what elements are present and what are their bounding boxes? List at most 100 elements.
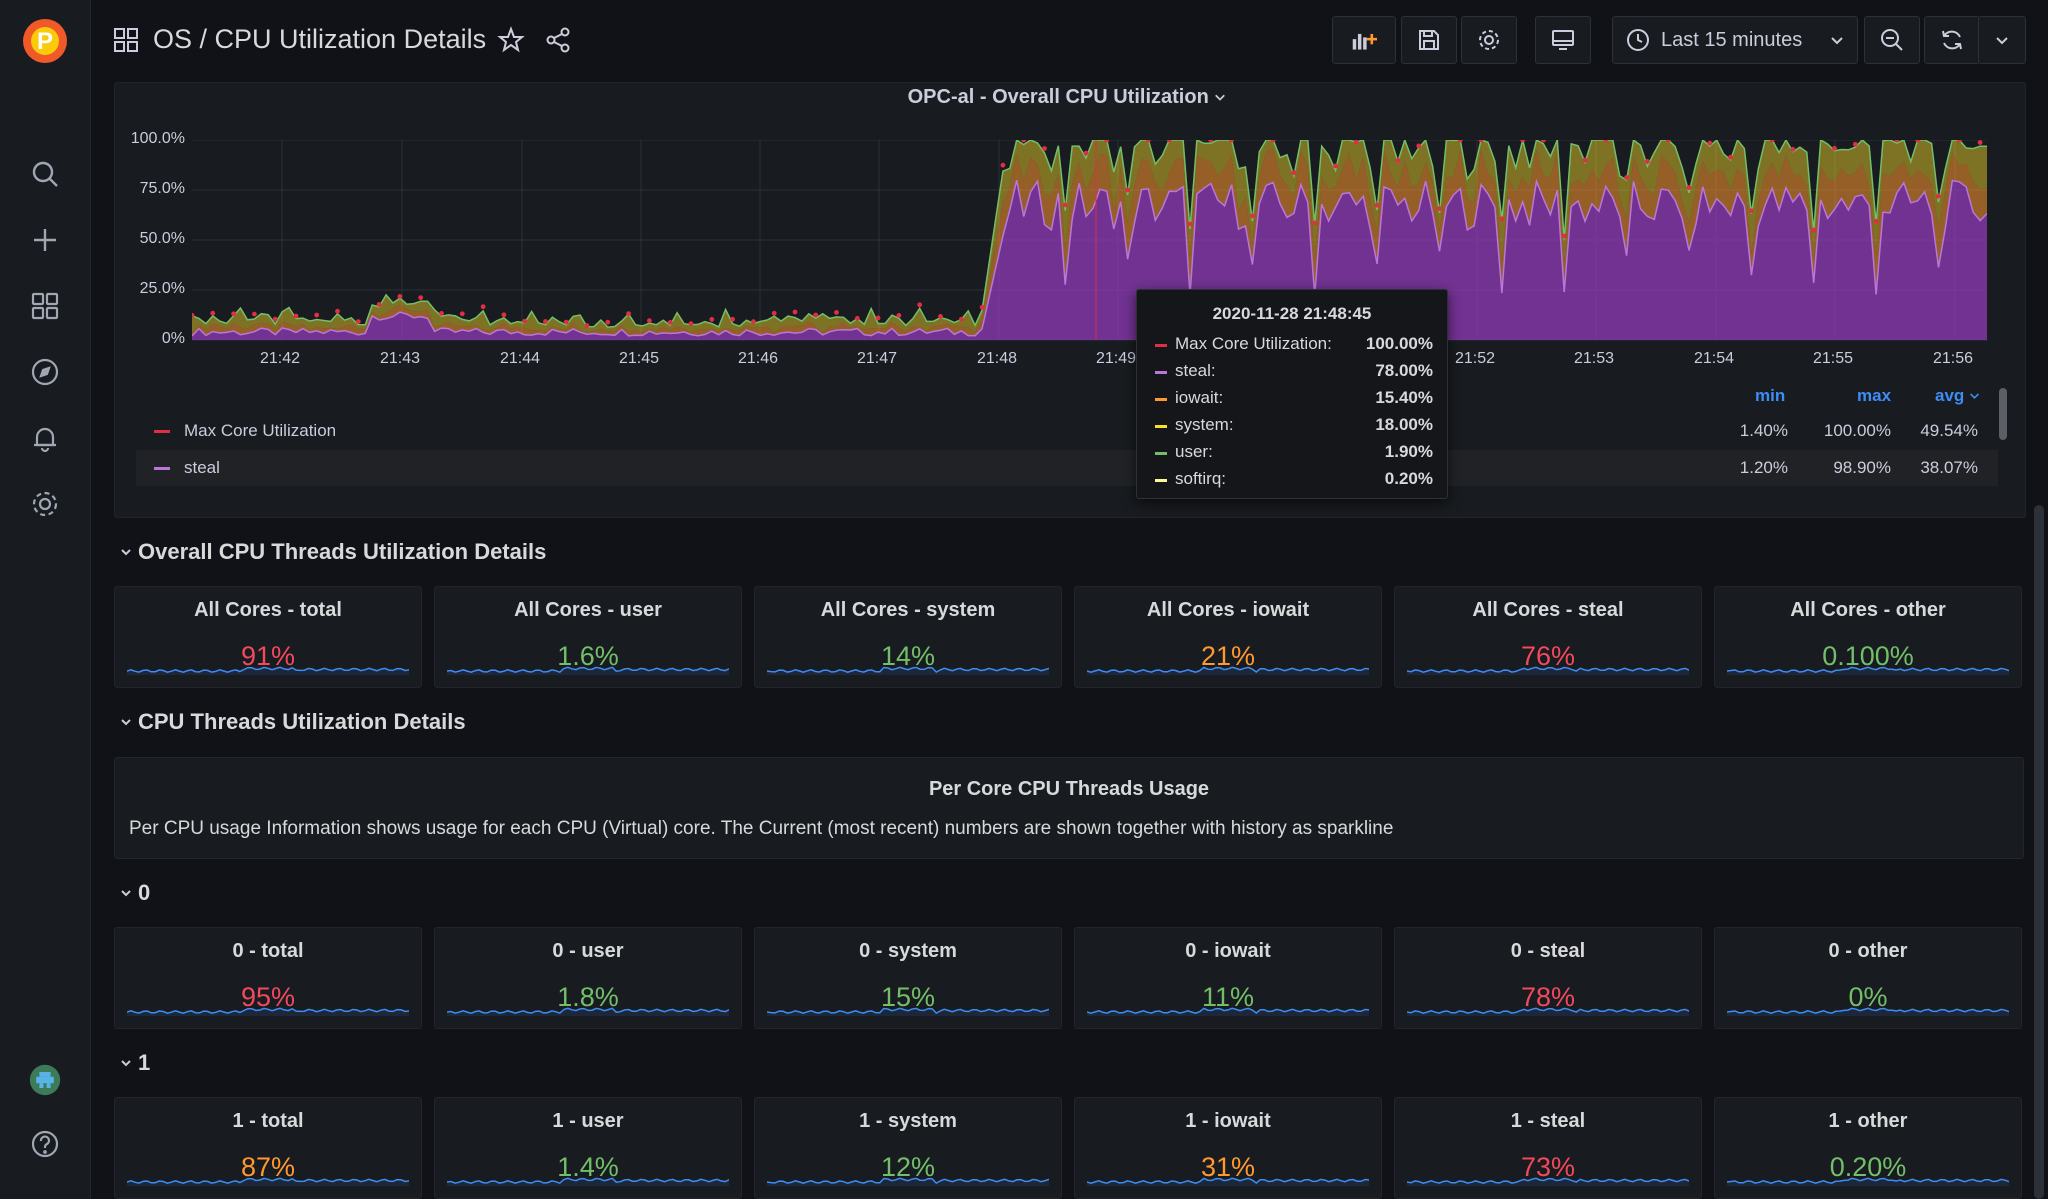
y-tick-label: 25.0% [139, 280, 185, 297]
stat-panel[interactable]: 1 - total 87% [114, 1097, 422, 1199]
stat-value: 12% [880, 1152, 936, 1182]
sparkline [767, 1007, 1049, 1016]
legend-header-avg[interactable]: avg [1935, 386, 1980, 406]
stat-title: 0 - total [232, 940, 304, 962]
sparkline [1087, 666, 1369, 675]
max-core-point [1541, 140, 1546, 143]
sparkline-line [127, 1177, 409, 1184]
stat-panel[interactable]: All Cores - total 91% [114, 586, 422, 688]
stat-title: All Cores - system [820, 599, 996, 621]
text-panel: Per Core CPU Threads Usage Per CPU usage… [114, 757, 2024, 859]
max-core-point [1166, 140, 1172, 143]
legend-row-steal[interactable]: steal 1.20% 98.90% 38.07% [136, 450, 1998, 486]
x-tick-label: 21:47 [857, 350, 898, 367]
stat-panel[interactable]: 1 - other 0.20% [1714, 1097, 2022, 1199]
sparkline-line [1087, 1177, 1369, 1184]
time-range-picker[interactable]: Last 15 minutes [1612, 16, 1858, 64]
stat-value: 76% [1520, 641, 1576, 671]
stat-value: 87% [240, 1152, 296, 1182]
legend-header-min[interactable]: min [1755, 386, 1786, 405]
sparkline-fill [1727, 1178, 2009, 1186]
user-avatar[interactable] [25, 1060, 65, 1100]
x-tick-label: 21:49 [1096, 350, 1137, 367]
stat-panel[interactable]: 1 - user 1.4% [434, 1097, 742, 1199]
page-scrollbar[interactable] [2034, 505, 2044, 1199]
tooltip-series-name: user: [1175, 442, 1213, 461]
sparkline [767, 666, 1049, 675]
cpu-area-chart[interactable] [192, 140, 1987, 342]
sparkline-fill [1727, 1008, 2009, 1016]
chart-title[interactable]: OPC-al - Overall CPU Utilization [90, 86, 2044, 109]
plus-icon[interactable] [27, 222, 63, 258]
section-title: CPU Threads Utilization Details [138, 709, 466, 734]
stat-panel[interactable]: 0 - steal 78% [1394, 927, 1702, 1029]
stat-panel[interactable]: All Cores - iowait 21% [1074, 586, 1382, 688]
sparkline-line [1087, 1007, 1369, 1014]
max-core-point [1062, 202, 1068, 208]
max-core-point [626, 311, 631, 316]
max-core-point [314, 312, 320, 318]
max-core-point [1374, 202, 1380, 208]
max-core-point [335, 308, 340, 314]
max-core-point [1894, 140, 1900, 143]
legend-header-max[interactable]: max [1857, 386, 1892, 405]
star-icon[interactable] [497, 26, 525, 54]
sort-chevron-down-icon [1970, 393, 1980, 399]
dashboard-settings-button[interactable] [1461, 16, 1517, 64]
stat-panel[interactable]: All Cores - steal 76% [1394, 586, 1702, 688]
stat-value: 0.20% [1829, 1152, 1907, 1182]
refresh-button[interactable] [1924, 16, 1980, 64]
y-tick-label: 100.0% [130, 130, 185, 147]
stat-title: 1 - user [552, 1110, 624, 1132]
stat-panel[interactable]: All Cores - user 1.6% [434, 586, 742, 688]
search-icon[interactable] [27, 156, 63, 192]
x-tick-label: 21:55 [1813, 350, 1854, 367]
sparkline [447, 666, 729, 675]
sparkline [1407, 1007, 1689, 1016]
stat-value: 15% [880, 982, 936, 1012]
help-question-icon[interactable] [27, 1126, 63, 1162]
explore-compass-icon[interactable] [27, 354, 63, 390]
tooltip-swatch [1155, 479, 1167, 482]
zoom-out-button[interactable] [1864, 16, 1920, 64]
share-icon[interactable] [544, 26, 572, 54]
stat-panel[interactable]: 1 - system 12% [754, 1097, 1062, 1199]
stat-panel[interactable]: 0 - other 0% [1714, 927, 2022, 1029]
clock-icon [1627, 29, 1649, 51]
max-core-point [1873, 219, 1879, 224]
stat-panel[interactable]: 0 - user 1.8% [434, 927, 742, 1029]
stat-panel[interactable]: All Cores - system 14% [754, 586, 1062, 688]
stat-panel[interactable]: 0 - iowait 11% [1074, 927, 1382, 1029]
stat-title: 0 - user [552, 940, 624, 962]
x-tick-label: 21:46 [738, 350, 779, 367]
legend-row-max-core[interactable]: Max Core Utilization 1.40% 100.00% 49.54… [136, 413, 1998, 449]
stat-panel[interactable]: 0 - total 95% [114, 927, 422, 1029]
settings-gear-icon[interactable] [27, 486, 63, 522]
dashboard-grid-icon [113, 27, 139, 53]
alerting-bell-icon[interactable] [27, 420, 63, 456]
tv-mode-button[interactable] [1535, 16, 1591, 64]
stat-panel[interactable]: All Cores - other 0.100% [1714, 586, 2022, 688]
refresh-interval-dropdown[interactable] [1978, 16, 2026, 64]
dashboards-icon[interactable] [27, 288, 63, 324]
max-core-point [1686, 185, 1692, 190]
save-dashboard-button[interactable] [1401, 16, 1457, 64]
tooltip-series-name: system: [1175, 415, 1234, 434]
page-title[interactable]: OS / CPU Utilization Details [153, 24, 487, 54]
sparkline-line [1407, 666, 1689, 673]
max-core-point [1520, 140, 1526, 143]
max-core-point [792, 309, 798, 315]
legend-scrollbar[interactable] [1999, 388, 2007, 440]
grafana-logo-icon[interactable]: P [22, 18, 68, 64]
max-core-point [439, 311, 444, 316]
tooltip-swatch [1155, 344, 1167, 347]
stat-panel[interactable]: 1 - iowait 31% [1074, 1097, 1382, 1199]
max-core-point [1229, 140, 1234, 143]
max-core-point [1603, 140, 1609, 143]
stat-panel[interactable]: 1 - steal 73% [1394, 1097, 1702, 1199]
sparkline [1407, 1177, 1689, 1186]
add-panel-button[interactable] [1332, 16, 1396, 64]
tooltip-row: user: 1.90% [1155, 442, 1433, 466]
stat-panel[interactable]: 0 - system 15% [754, 927, 1062, 1029]
max-core-point [917, 302, 923, 308]
